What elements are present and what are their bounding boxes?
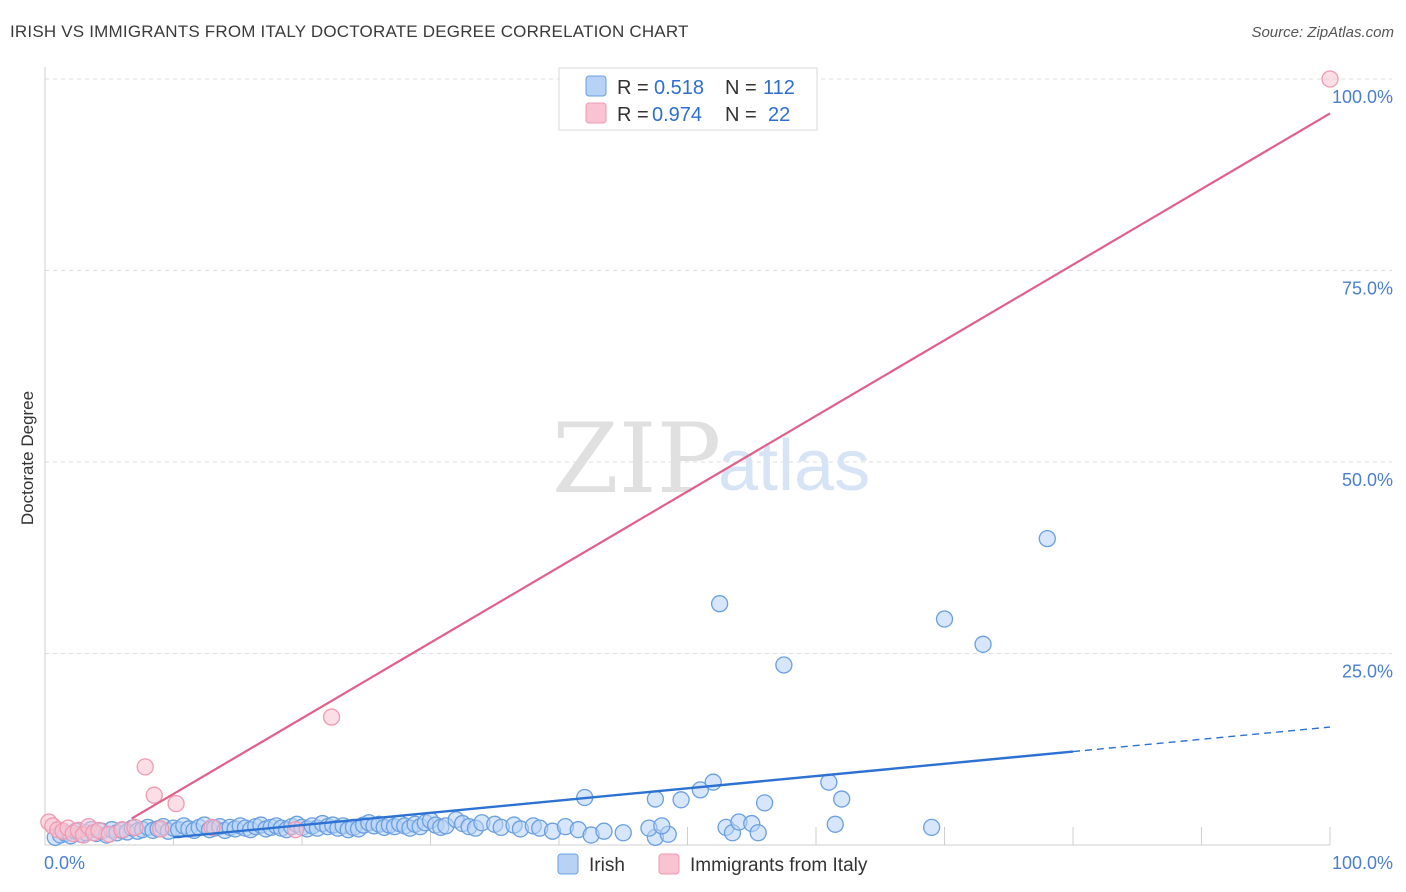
y-tick-label-1: 50.0%: [1342, 470, 1393, 490]
italy-point-15: [145, 786, 163, 804]
italy-point-18: [203, 818, 221, 837]
y-axis-label: Doctorate Degree: [18, 391, 37, 525]
series-italy-points: [40, 70, 1339, 844]
irish-point-102: [704, 773, 722, 791]
italy-point-20: [322, 708, 341, 726]
bottom-legend-label-irish: Irish: [589, 855, 625, 876]
italy-point-14: [136, 758, 154, 776]
italy-point-13: [126, 818, 144, 837]
legend-n-value-italy: 22: [768, 104, 790, 126]
irish-point-117: [749, 824, 767, 842]
irish-point-113: [935, 610, 954, 628]
chart-title: IRISH VS IMMIGRANTS FROM ITALY DOCTORATE…: [10, 22, 689, 41]
legend-r-value-italy: 0.974: [652, 104, 702, 126]
irish-point-111: [826, 815, 844, 833]
grid: [45, 78, 1392, 654]
irish-point-109: [775, 656, 793, 674]
tick-labels: 25.0% 50.0% 75.0% 100.0% 0.0% 100.0%: [44, 87, 1393, 873]
watermark-zip: ZIP: [552, 403, 721, 515]
watermark: ZIP atlas: [552, 403, 870, 515]
italy-point-17: [167, 794, 185, 813]
irish-point-114: [923, 818, 941, 837]
legend-n-label-italy: N =: [725, 104, 757, 126]
irish-point-93: [614, 824, 632, 842]
legend-swatch-irish: [585, 75, 607, 97]
bottom-legend-swatch-italy: [658, 853, 680, 875]
y-tick-label-0: 25.0%: [1342, 662, 1393, 682]
legend-swatch-italy: [585, 102, 607, 124]
y-tick-label-2: 75.0%: [1342, 279, 1393, 299]
irish-point-103: [710, 595, 729, 613]
series-irish-points: [46, 529, 1056, 846]
italy-point-16: [151, 820, 170, 838]
bottom-legend: Irish Immigrants from Italy: [557, 853, 868, 876]
x-tick-label-1: 100.0%: [1332, 853, 1393, 873]
trend-line-irish: [173, 750, 1074, 839]
bottom-legend-label-italy: Immigrants from Italy: [690, 855, 868, 876]
watermark-atlas: atlas: [718, 426, 870, 506]
legend-n-value-irish: 112: [763, 77, 795, 99]
source-credit: Source: ZipAtlas.com: [1251, 24, 1394, 41]
irish-point-115: [974, 635, 992, 653]
top-legend: R = 0.518 N = 112 R = 0.974 N = 22: [558, 67, 818, 131]
legend-r-label-irish: R =: [617, 77, 649, 99]
italy-point-21: [1321, 70, 1339, 88]
legend-r-value-irish: 0.518: [654, 77, 704, 99]
irish-point-110: [820, 773, 838, 791]
trend-line-irish-extension: [1072, 726, 1331, 753]
irish-point-116: [1038, 529, 1056, 548]
irish-point-92: [595, 822, 613, 840]
irish-point-112: [833, 790, 851, 808]
trend-lines: [131, 112, 1331, 839]
irish-point-108: [755, 794, 774, 812]
y-tick-label-3: 100.0%: [1332, 87, 1393, 107]
irish-point-98: [646, 790, 665, 808]
irish-point-99: [653, 817, 671, 835]
irish-point-100: [672, 791, 690, 809]
x-tick-label-0: 0.0%: [44, 853, 85, 873]
trend-line-italy: [131, 112, 1331, 820]
bottom-legend-swatch-irish: [557, 853, 579, 875]
legend-n-label-irish: N =: [725, 77, 757, 99]
legend-r-label-italy: R =: [617, 104, 649, 126]
